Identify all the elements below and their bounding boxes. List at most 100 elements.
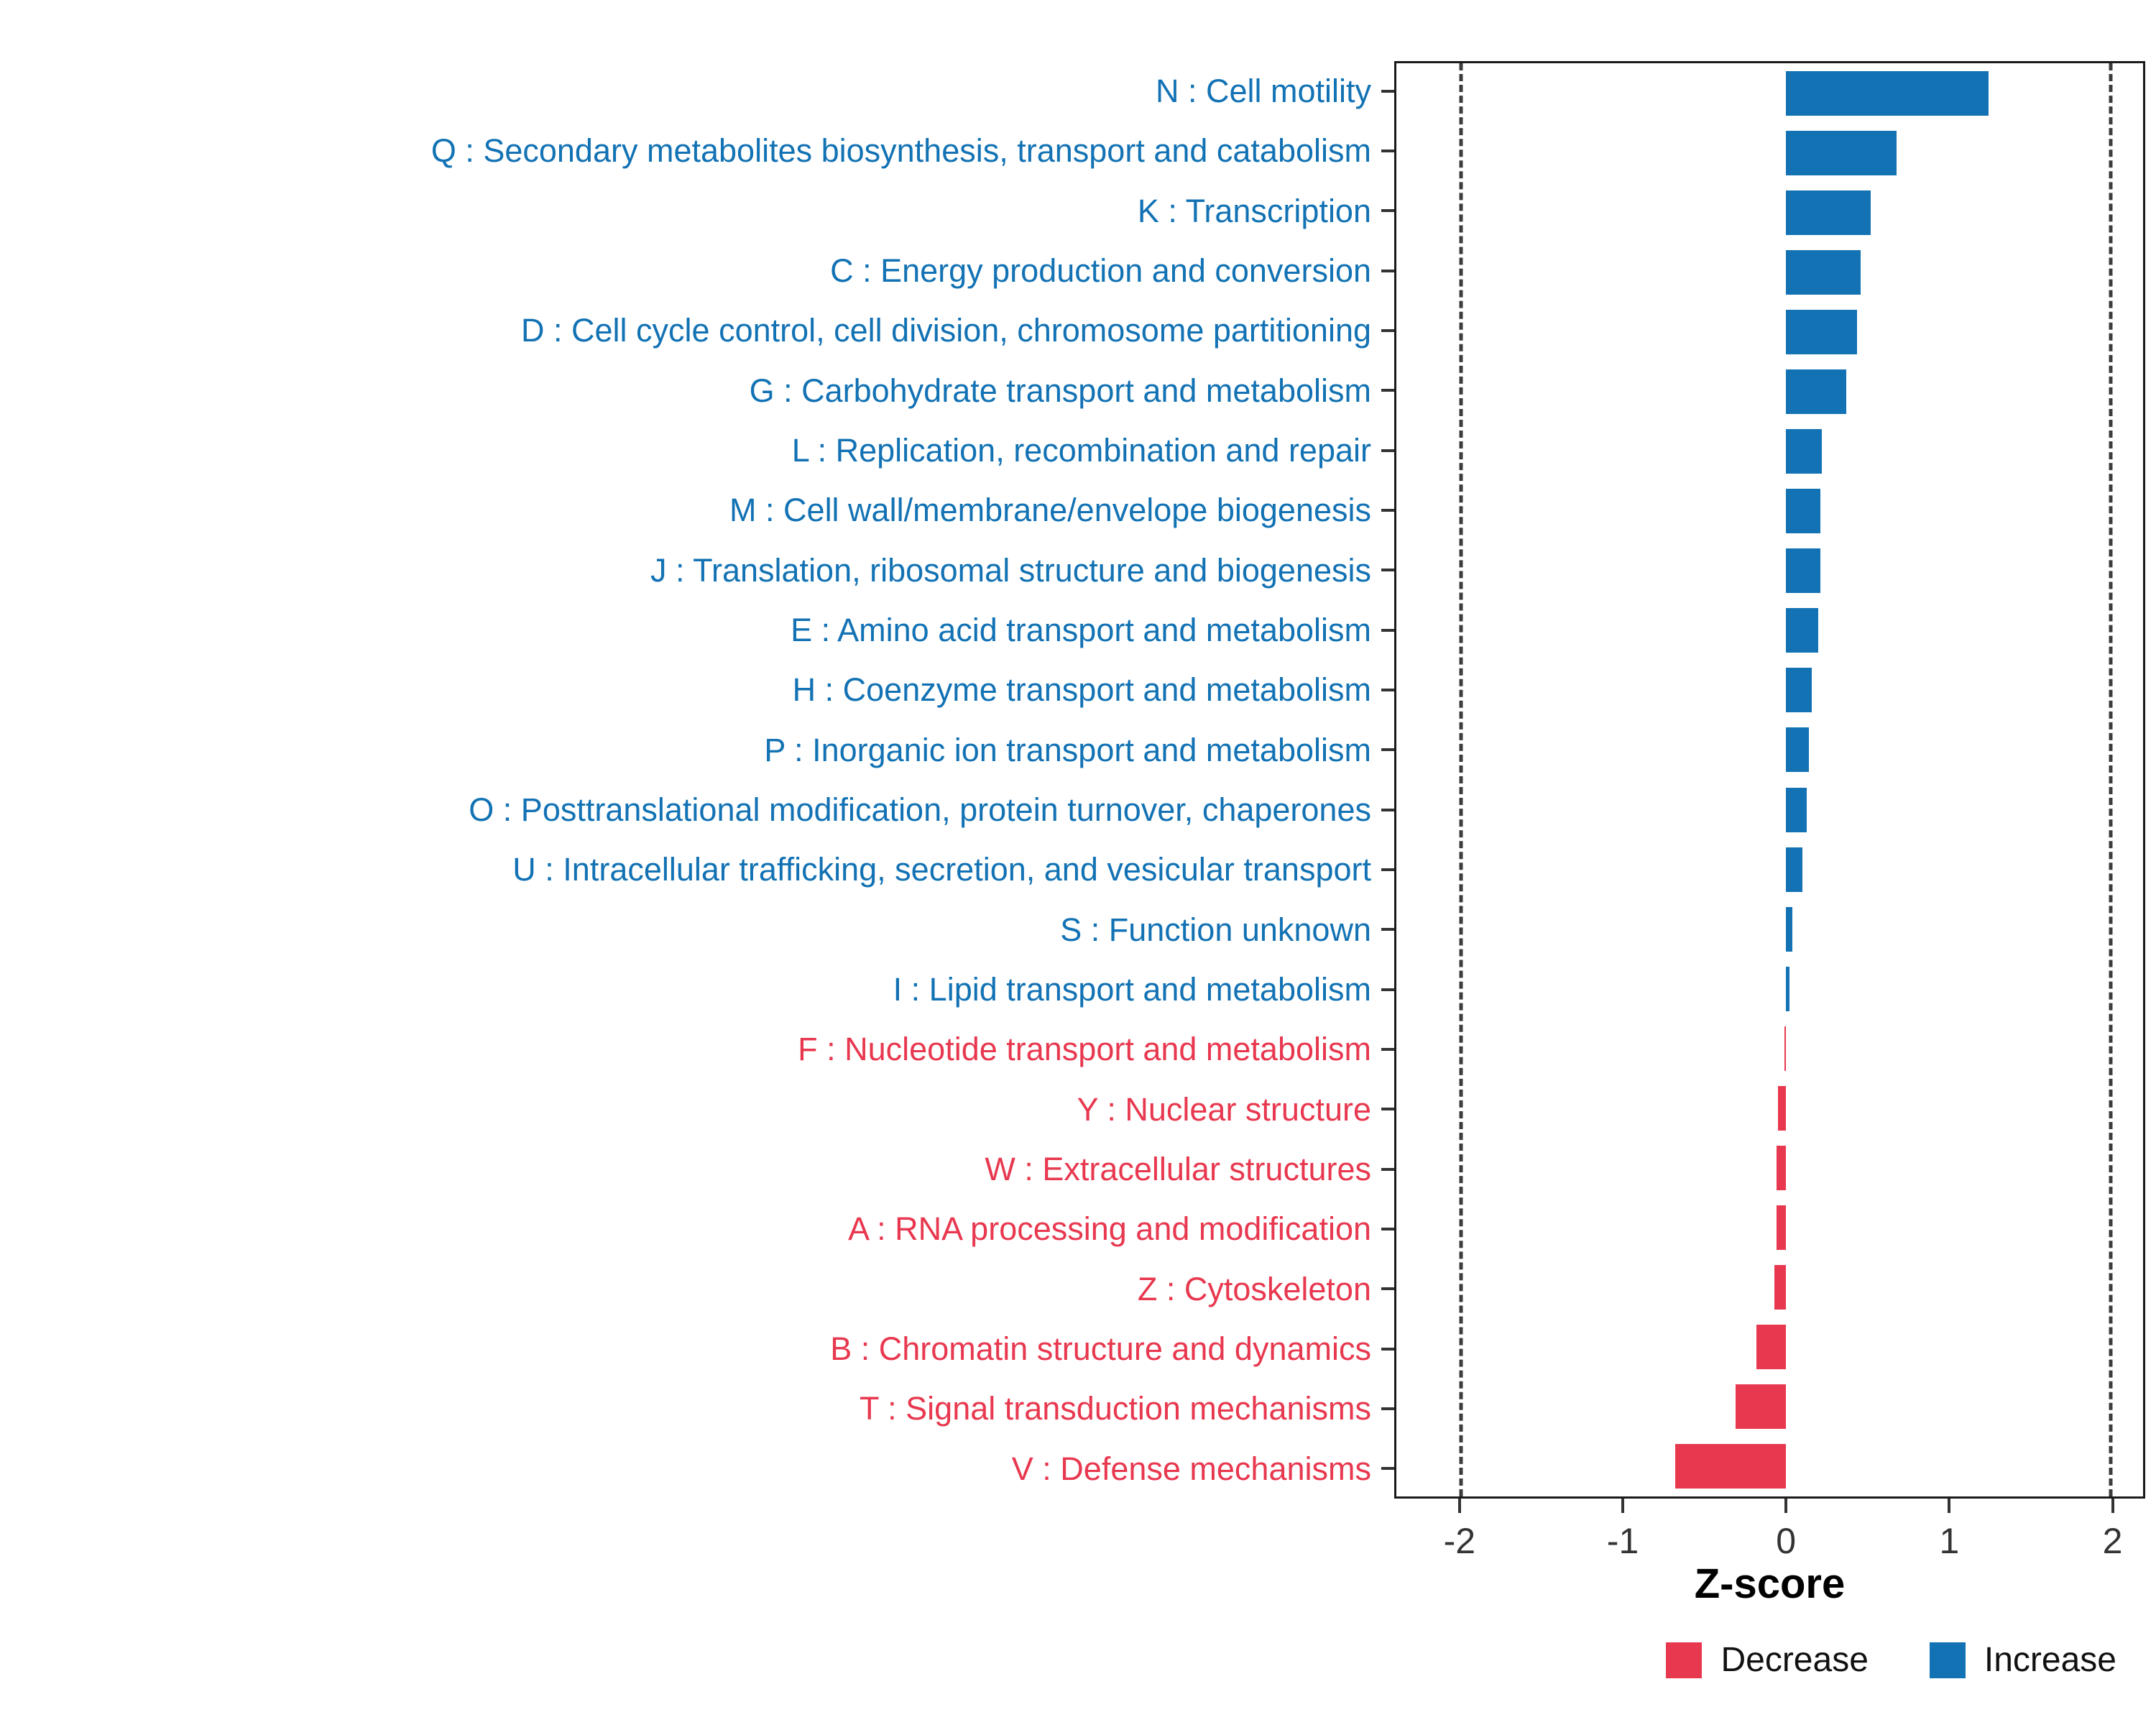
plot-panel <box>1394 61 2145 1499</box>
category-label: B : Chromatin structure and dynamics <box>830 1330 1371 1368</box>
category-label: O : Posttranslational modification, prot… <box>469 791 1371 829</box>
y-tick <box>1381 1407 1394 1410</box>
category-label: P : Inorganic ion transport and metaboli… <box>764 731 1371 768</box>
category-label: V : Defense mechanisms <box>1011 1450 1371 1487</box>
y-tick <box>1381 1108 1394 1111</box>
value-bar <box>1786 668 1812 713</box>
category-label-row: B : Chromatin structure and dynamics <box>0 1319 1394 1379</box>
category-label: Y : Nuclear structure <box>1077 1090 1371 1128</box>
value-bar <box>1786 309 1858 354</box>
value-bar <box>1774 1265 1787 1310</box>
category-label: N : Cell motility <box>1155 73 1371 110</box>
value-bar <box>1786 429 1822 474</box>
category-label-row: H : Coenzyme transport and metabolism <box>0 660 1394 719</box>
category-label-row: J : Translation, ribosomal structure and… <box>0 540 1394 600</box>
category-label-row: L : Replication, recombination and repai… <box>0 420 1394 480</box>
y-tick <box>1381 928 1394 932</box>
category-label-row: K : Transcription <box>0 181 1394 241</box>
category-label-row: E : Amino acid transport and metabolism <box>0 600 1394 660</box>
y-tick <box>1381 628 1394 632</box>
value-bar <box>1786 548 1820 594</box>
category-label: T : Signal transduction mechanisms <box>859 1390 1371 1427</box>
reference-line <box>1459 63 1463 1496</box>
y-tick <box>1381 1167 1394 1171</box>
y-tick <box>1381 868 1394 871</box>
reference-line <box>2109 63 2113 1496</box>
category-label: L : Replication, recombination and repai… <box>791 432 1371 469</box>
value-bar <box>1776 1205 1787 1251</box>
value-bar <box>1786 489 1820 534</box>
x-tick <box>1948 1499 1951 1513</box>
x-tick-label: -2 <box>1443 1521 1476 1561</box>
value-bar <box>1756 1325 1787 1370</box>
category-label-row: I : Lipid transport and metabolism <box>0 960 1394 1019</box>
category-label: W : Extracellular structures <box>985 1151 1371 1188</box>
y-tick <box>1381 328 1394 332</box>
value-bar <box>1786 787 1807 832</box>
y-tick <box>1381 269 1394 272</box>
x-tick-label: 1 <box>1939 1521 1960 1561</box>
value-bar <box>1786 369 1846 414</box>
category-label-row: D : Cell cycle control, cell division, c… <box>0 300 1394 360</box>
y-tick <box>1381 748 1394 752</box>
category-label: U : Intracellular trafficking, secretion… <box>512 851 1371 888</box>
category-label-row: U : Intracellular trafficking, secretion… <box>0 840 1394 899</box>
y-tick <box>1381 209 1394 213</box>
category-label: A : RNA processing and modification <box>848 1210 1371 1248</box>
category-label: Q : Secondary metabolites biosynthesis, … <box>430 132 1371 170</box>
y-tick <box>1381 1467 1394 1471</box>
value-bar <box>1736 1384 1787 1430</box>
category-label: Z : Cytoskeleton <box>1137 1270 1371 1307</box>
legend-item: Decrease <box>1666 1640 1869 1680</box>
category-label-row: Q : Secondary metabolites biosynthesis, … <box>0 121 1394 180</box>
x-tick-label: 2 <box>2102 1521 2123 1561</box>
legend-label: Decrease <box>1720 1641 1869 1679</box>
category-label: F : Nucleotide transport and metabolism <box>798 1031 1371 1068</box>
y-tick <box>1381 1347 1394 1351</box>
value-bar <box>1786 70 1989 116</box>
category-label: M : Cell wall/membrane/envelope biogenes… <box>729 492 1371 529</box>
category-label: K : Transcription <box>1137 192 1371 229</box>
y-tick <box>1381 149 1394 152</box>
category-label-row: N : Cell motility <box>0 61 1394 121</box>
category-label-row: S : Function unknown <box>0 900 1394 960</box>
value-bar <box>1786 906 1793 952</box>
x-tick <box>2111 1499 2114 1513</box>
x-tick <box>1457 1499 1461 1513</box>
value-bar <box>1786 190 1871 235</box>
y-tick <box>1381 389 1394 392</box>
category-label-row: P : Inorganic ion transport and metaboli… <box>0 720 1394 780</box>
category-label-row: T : Signal transduction mechanisms <box>0 1379 1394 1438</box>
category-label-row: M : Cell wall/membrane/envelope biogenes… <box>0 480 1394 540</box>
y-tick <box>1381 808 1394 811</box>
value-bar <box>1786 249 1861 295</box>
category-label-row: G : Carbohydrate transport and metabolis… <box>0 361 1394 420</box>
value-bar <box>1675 1444 1787 1489</box>
category-label: I : Lipid transport and metabolism <box>893 971 1371 1008</box>
legend-item: Increase <box>1929 1640 2116 1680</box>
category-label: G : Carbohydrate transport and metabolis… <box>749 372 1371 409</box>
y-tick <box>1381 988 1394 991</box>
value-bar <box>1786 727 1809 773</box>
category-label-row: O : Posttranslational modification, prot… <box>0 780 1394 840</box>
category-label: D : Cell cycle control, cell division, c… <box>521 312 1371 349</box>
y-tick <box>1381 1047 1394 1051</box>
x-tick-label: 0 <box>1776 1521 1797 1561</box>
x-tick <box>1621 1499 1625 1513</box>
value-bar <box>1776 1146 1787 1191</box>
value-bar <box>1786 847 1802 892</box>
category-label-row: W : Extracellular structures <box>0 1139 1394 1199</box>
category-label-row: V : Defense mechanisms <box>0 1439 1394 1499</box>
legend-swatch <box>1929 1642 1966 1678</box>
category-label: S : Function unknown <box>1060 911 1371 948</box>
value-bar <box>1786 966 1789 1011</box>
y-tick <box>1381 569 1394 572</box>
y-tick <box>1381 1287 1394 1291</box>
category-label-row: Z : Cytoskeleton <box>0 1259 1394 1319</box>
y-tick <box>1381 688 1394 691</box>
y-tick <box>1381 1227 1394 1230</box>
legend-label: Increase <box>1984 1641 2116 1679</box>
category-label-row: A : RNA processing and modification <box>0 1199 1394 1259</box>
value-bar <box>1786 608 1819 653</box>
